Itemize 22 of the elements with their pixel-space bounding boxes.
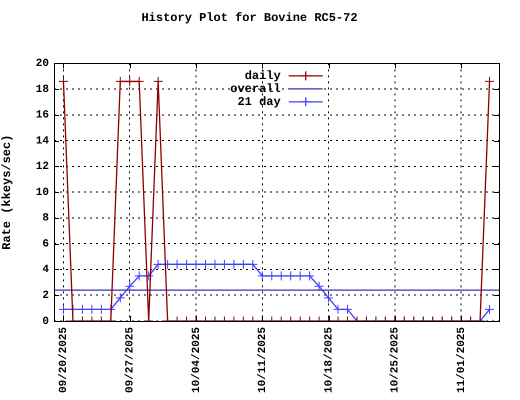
y-tick-label: 4 xyxy=(42,264,50,276)
y-tick-label: 10 xyxy=(36,186,49,199)
y-tick-label: 8 xyxy=(42,212,50,225)
x-tick-label: 10/25/2025 xyxy=(390,326,402,394)
x-tick-label: 10/04/2025 xyxy=(190,326,203,394)
x-tick-label: 10/11/2025 xyxy=(257,326,270,394)
y-tick-label: 0 xyxy=(42,316,49,328)
y-tick-label: 18 xyxy=(36,84,50,96)
chart-title: History Plot for Bovine RC5-72 xyxy=(141,11,358,26)
y-tick-label: 20 xyxy=(36,58,49,70)
y-tick-label: 12 xyxy=(36,161,49,174)
y-tick-label: 2 xyxy=(42,290,49,302)
x-tick-label: 09/27/2025 xyxy=(124,326,137,394)
y-tick-label: 6 xyxy=(42,238,49,250)
legend-label: 21 day xyxy=(237,94,281,109)
x-tick-label: 09/20/2025 xyxy=(58,326,70,394)
y-axis-title: Rate (kkeys/sec) xyxy=(0,134,14,250)
x-tick-label: 11/01/2025 xyxy=(456,326,468,394)
y-tick-label: 14 xyxy=(36,135,50,148)
x-tick-label: 10/18/2025 xyxy=(323,326,336,394)
legend-label: daily xyxy=(244,68,281,83)
y-tick-label: 16 xyxy=(36,110,49,122)
